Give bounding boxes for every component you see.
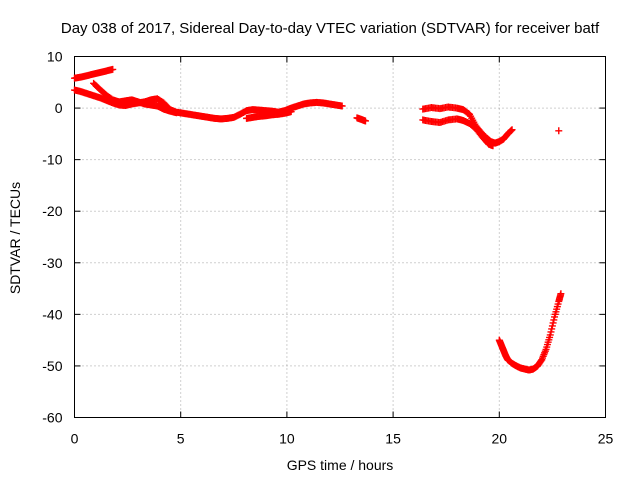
late-lower-point — [489, 142, 497, 150]
x-tick-label: 20 — [492, 431, 508, 447]
y-axis-label: SDTVAR / TECUs — [7, 182, 23, 294]
y-tick-label: -50 — [42, 358, 62, 374]
y-tick-label: -40 — [42, 306, 62, 322]
chart-title: Day 038 of 2017, Sidereal Day-to-day VTE… — [61, 20, 600, 37]
low-branch-point — [287, 108, 295, 116]
x-tick-label: 25 — [598, 431, 614, 447]
upper-arc-point — [109, 65, 117, 73]
x-axis-label: GPS time / hours — [287, 457, 394, 473]
mid-branch-point — [172, 109, 180, 117]
data-points — [71, 65, 565, 374]
y-tick-label: -30 — [42, 255, 62, 271]
late-upper-point — [508, 126, 516, 134]
y-tick-label: 0 — [55, 100, 63, 116]
ticks: 0 5 10 15 20 25 10 0 -10 -20 -30 -40 -50 -60 — [42, 49, 613, 447]
y-tick-label: -60 — [42, 410, 62, 426]
x-tick-label: 15 — [385, 431, 401, 447]
deep-arc-point — [557, 290, 565, 298]
y-tick-label: -20 — [42, 203, 62, 219]
x-tick-label: 0 — [71, 431, 79, 447]
main-trend-point — [338, 102, 346, 110]
isolated-point — [555, 127, 563, 135]
plot-frame — [74, 56, 606, 418]
small-cluster-point — [361, 117, 369, 125]
y-tick-label: -10 — [42, 152, 62, 168]
x-tick-label: 5 — [177, 431, 185, 447]
y-tick-label: 10 — [47, 49, 63, 65]
x-tick-label: 10 — [279, 431, 295, 447]
grid — [74, 56, 606, 418]
